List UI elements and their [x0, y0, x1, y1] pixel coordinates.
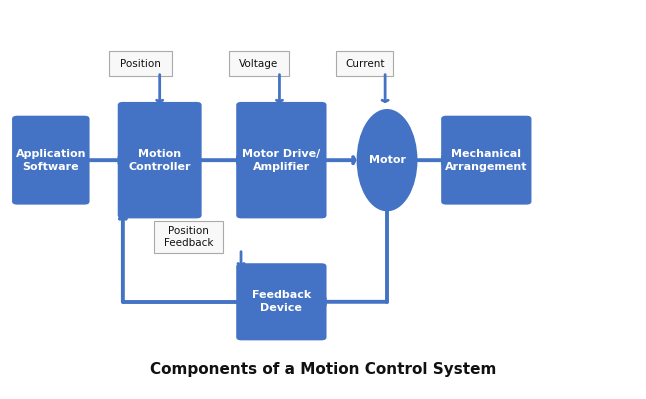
Text: Feedback
Device: Feedback Device	[252, 290, 311, 313]
FancyBboxPatch shape	[229, 51, 289, 76]
FancyBboxPatch shape	[236, 263, 326, 340]
Text: Current: Current	[345, 59, 384, 69]
Text: Position: Position	[120, 59, 161, 69]
FancyBboxPatch shape	[236, 102, 326, 218]
Text: Components of a Motion Control System: Components of a Motion Control System	[150, 361, 496, 377]
FancyBboxPatch shape	[337, 51, 393, 76]
Text: Position
Feedback: Position Feedback	[163, 226, 213, 248]
Text: Motor Drive/
Amplifier: Motor Drive/ Amplifier	[242, 148, 320, 172]
Text: Motion
Controller: Motion Controller	[129, 148, 191, 172]
Text: Mechanical
Arrangement: Mechanical Arrangement	[445, 148, 528, 172]
FancyBboxPatch shape	[441, 116, 532, 205]
FancyBboxPatch shape	[154, 221, 223, 253]
FancyBboxPatch shape	[12, 116, 90, 205]
FancyBboxPatch shape	[109, 51, 172, 76]
FancyBboxPatch shape	[118, 102, 202, 218]
Ellipse shape	[357, 109, 417, 211]
Text: Voltage: Voltage	[239, 59, 278, 69]
Text: Application
Software: Application Software	[16, 148, 86, 172]
Text: Motor: Motor	[369, 155, 406, 165]
